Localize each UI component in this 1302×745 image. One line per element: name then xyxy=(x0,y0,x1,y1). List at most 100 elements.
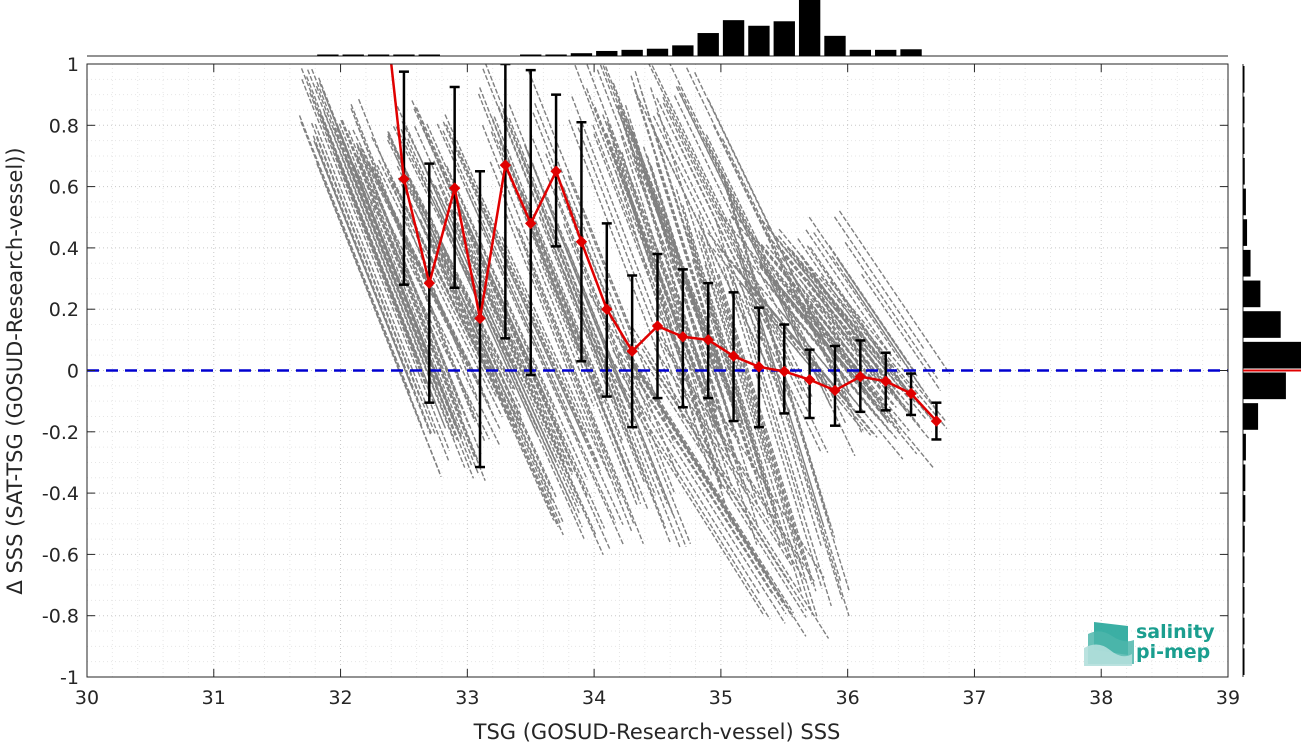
scatter-point xyxy=(444,200,580,500)
scatter-point xyxy=(544,190,674,515)
scatter-point xyxy=(701,234,798,546)
scatter-point xyxy=(301,79,451,451)
right-histogram-bar xyxy=(1243,587,1245,614)
scatter-point xyxy=(309,92,427,387)
scatter-point xyxy=(622,345,770,578)
scatter-point xyxy=(340,119,476,459)
right-histogram-bar xyxy=(1243,648,1245,675)
mean-point xyxy=(753,361,765,373)
top-histogram-bar xyxy=(646,48,669,56)
scatter-point xyxy=(799,254,908,413)
scatter-point xyxy=(376,164,503,418)
scatter-point xyxy=(341,119,486,481)
scatter-point xyxy=(612,143,723,489)
scatter-point xyxy=(808,309,910,432)
scatter-point xyxy=(829,281,946,422)
scatter-point xyxy=(351,161,490,440)
scatter-point xyxy=(744,282,843,600)
scatter-point xyxy=(675,375,806,580)
scatter-point xyxy=(505,213,633,532)
scatter-point xyxy=(442,130,569,411)
mean-point xyxy=(398,173,410,185)
mean-point xyxy=(651,320,664,332)
scatter-point xyxy=(481,124,595,407)
scatter-point xyxy=(640,90,770,499)
mean-point xyxy=(601,303,613,315)
scatter-point xyxy=(315,85,458,441)
top-histogram-bar xyxy=(824,35,846,56)
scatter-point xyxy=(788,275,889,424)
scatter-point xyxy=(682,205,802,593)
mean-point xyxy=(525,217,537,230)
scatter-point xyxy=(833,216,925,350)
scatter-point xyxy=(717,282,804,561)
scatter-point xyxy=(571,96,697,421)
scatter-point xyxy=(642,146,734,432)
mean-point xyxy=(778,365,790,378)
right-histogram-bar xyxy=(1243,464,1246,492)
scatter-point xyxy=(812,275,931,418)
right-histogram-bar xyxy=(1243,96,1245,124)
scatter-point xyxy=(477,219,624,545)
right-histogram-bar xyxy=(1243,127,1245,154)
right-histogram-bar xyxy=(1243,525,1245,553)
scatter-point xyxy=(596,69,741,443)
scatter-point xyxy=(632,135,744,423)
scatter-point xyxy=(312,135,433,436)
scatter-point xyxy=(722,266,823,589)
scatter-point xyxy=(620,114,731,462)
scatter-point xyxy=(606,121,724,490)
right-histogram-bar xyxy=(1243,188,1246,216)
scatter-point xyxy=(498,140,604,404)
scatter-point xyxy=(784,294,918,455)
right-histogram-bar xyxy=(1243,219,1248,246)
scatter-point xyxy=(813,232,902,362)
scatter-point xyxy=(790,271,886,413)
salinity-pi-mep-logo: salinity pi-mep xyxy=(1084,621,1215,666)
y-axis-ticks: -1 -0.8 -0.6 -0.4 -0.2 0 0.2 0.4 0.6 0.8 1 xyxy=(42,54,1228,689)
x-axis-title: TSG (GOSUD-Research-vessel) SSS xyxy=(473,720,841,744)
scatter-point xyxy=(515,226,635,524)
scatter-point xyxy=(548,216,681,548)
scatter-point xyxy=(526,260,622,496)
scatter-point xyxy=(446,165,588,480)
scatter-point xyxy=(389,176,489,374)
scatter-point xyxy=(655,162,753,468)
top-histogram-bar xyxy=(520,54,542,56)
top-histogram-bar xyxy=(418,54,440,56)
scatter-point xyxy=(805,229,892,357)
scatter-point xyxy=(419,218,559,528)
scatter-point xyxy=(698,214,813,585)
scatter-point xyxy=(635,375,787,615)
scatter-point xyxy=(781,257,912,414)
scatter-point xyxy=(663,346,804,568)
scatter-point xyxy=(777,235,888,367)
top-histogram-bar xyxy=(672,45,694,56)
scatter-point xyxy=(861,273,942,392)
scatter-point xyxy=(621,151,731,497)
mean-point xyxy=(423,277,436,289)
scatter-point xyxy=(517,228,644,544)
mean-line xyxy=(402,160,938,422)
scatter-point xyxy=(774,273,891,413)
scatter-point xyxy=(698,230,818,617)
y-tick-label: 0.2 xyxy=(49,299,79,321)
scatter-point xyxy=(620,135,732,487)
right-histogram-bar xyxy=(1243,372,1286,400)
scatter-point xyxy=(641,348,790,583)
top-histogram xyxy=(87,0,1228,57)
y-tick-label: 0.4 xyxy=(49,238,79,260)
mean-point xyxy=(677,331,689,343)
top-histogram-bar xyxy=(697,33,719,56)
scatter-point xyxy=(426,123,556,412)
right-histogram-bar xyxy=(1243,280,1261,308)
scatter-point xyxy=(445,124,602,472)
scatter-point xyxy=(527,218,639,496)
right-histogram-bar xyxy=(1243,433,1246,461)
scatter-point xyxy=(632,327,830,639)
scatter-point xyxy=(539,259,638,506)
scatter-point xyxy=(371,165,484,390)
scatter-point xyxy=(844,241,939,380)
scatter-point xyxy=(345,156,475,479)
scatter-point xyxy=(797,238,877,355)
